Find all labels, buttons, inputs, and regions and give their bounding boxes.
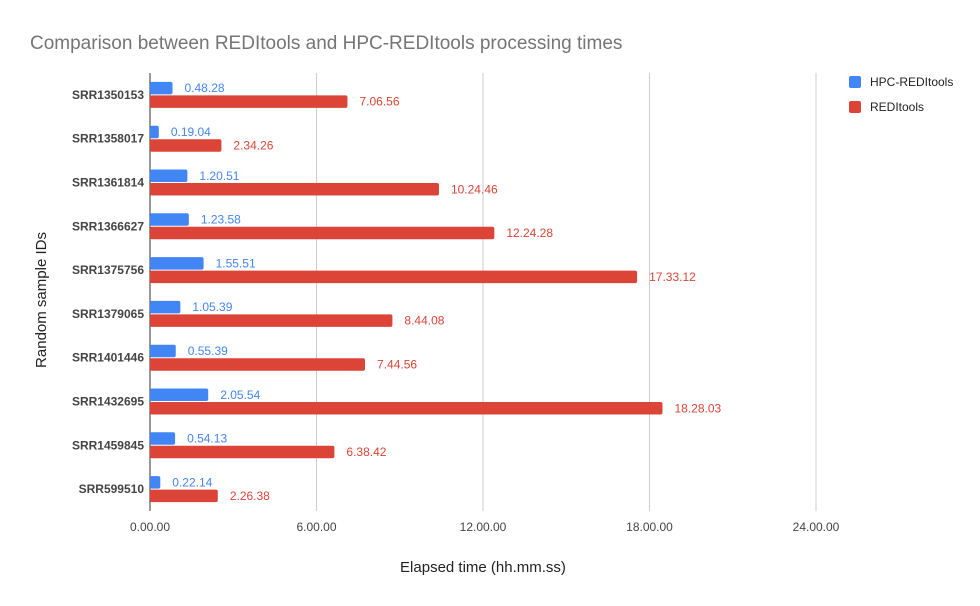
bar-reditools [150, 489, 218, 503]
category-label: SRR1401446 [72, 351, 144, 365]
data-label-hpc-reditools: 2.05.54 [220, 388, 260, 402]
legend[interactable]: HPC-REDItools REDItools [849, 75, 953, 114]
bar-hpc-reditools [150, 432, 176, 445]
data-label-hpc-reditools: 0.55.39 [188, 344, 228, 358]
bars [150, 81, 663, 503]
data-label-reditools: 2.34.26 [233, 138, 273, 152]
data-label-reditools: 17.33.12 [649, 270, 696, 284]
bar-hpc-reditools [150, 300, 181, 314]
x-axis-title: Elapsed time (hh.mm.ss) [400, 559, 566, 576]
x-tick-label: 6.00.00 [296, 520, 336, 534]
legend-label[interactable]: HPC-REDItools [870, 75, 953, 89]
chart-title: Comparison between REDItools and HPC-RED… [30, 33, 622, 54]
y-axis-title: Random sample IDs [33, 232, 50, 368]
data-label-hpc-reditools: 0.19.04 [171, 125, 211, 139]
bar-hpc-reditools [150, 476, 161, 489]
category-label: SRR1375756 [72, 263, 144, 277]
data-label-reditools: 7.06.56 [359, 95, 399, 109]
bar-hpc-reditools [150, 81, 173, 95]
data-labels: 0.48.28 7.06.56 0.19.04 2.34.26 1.20.51 10.24… [171, 81, 722, 503]
category-label: SRR1432695 [72, 395, 144, 409]
data-label-hpc-reditools: 1.55.51 [216, 256, 256, 270]
data-label-hpc-reditools: 1.05.39 [192, 300, 232, 314]
bar-reditools [150, 270, 638, 284]
category-label: SRR1361814 [72, 176, 144, 190]
bar-hpc-reditools [150, 388, 209, 401]
data-label-reditools: 10.24.46 [451, 182, 498, 196]
category-label: SRR1459845 [72, 438, 144, 452]
data-label-reditools: 18.28.03 [674, 401, 721, 415]
bar-reditools [150, 95, 348, 108]
data-label-hpc-reditools: 0.48.28 [185, 81, 225, 95]
category-label: SRR1350153 [72, 88, 144, 102]
data-label-reditools: 2.26.38 [230, 489, 270, 503]
data-label-reditools: 12.24.28 [506, 226, 553, 240]
data-label-hpc-reditools: 1.23.58 [201, 213, 241, 227]
legend-swatch[interactable] [849, 76, 861, 88]
bar-reditools [150, 139, 222, 152]
bar-reditools [150, 314, 393, 327]
data-label-reditools: 8.44.08 [404, 314, 444, 328]
category-label: SRR1379065 [72, 307, 144, 321]
bar-hpc-reditools [150, 125, 159, 139]
bar-hpc-reditools [150, 257, 204, 270]
bar-hpc-reditools [150, 344, 176, 358]
data-label-hpc-reditools: 0.22.14 [172, 475, 212, 489]
category-label: SRR1358017 [72, 132, 144, 146]
legend-label[interactable]: REDItools [870, 100, 924, 114]
category-label: SRR599510 [79, 482, 145, 496]
data-label-hpc-reditools: 1.20.51 [199, 169, 239, 183]
data-label-hpc-reditools: 0.54.13 [187, 432, 227, 446]
x-tick-label: 12.00.00 [460, 520, 507, 534]
bar-reditools [150, 183, 439, 196]
x-tick-label: 18.00.00 [626, 520, 673, 534]
y-axis-categories: SRR1350153 SRR1358017 SRR1361814 SRR1366627… [72, 88, 144, 496]
x-axis-ticks: 0.00.00 6.00.00 12.00.00 18.00.00 24.00.00 [130, 520, 840, 534]
legend-swatch[interactable] [849, 101, 861, 113]
bar-hpc-reditools [150, 213, 189, 226]
data-label-reditools: 6.38.42 [346, 445, 386, 459]
x-tick-label: 0.00.00 [130, 520, 170, 534]
x-tick-label: 24.00.00 [793, 520, 840, 534]
bar-reditools [150, 358, 366, 371]
bar-reditools [150, 402, 663, 415]
bar-reditools [150, 445, 335, 459]
category-label: SRR1366627 [72, 219, 144, 233]
bar-reditools [150, 226, 495, 240]
bar-hpc-reditools [150, 169, 188, 182]
data-label-reditools: 7.44.56 [377, 357, 417, 371]
